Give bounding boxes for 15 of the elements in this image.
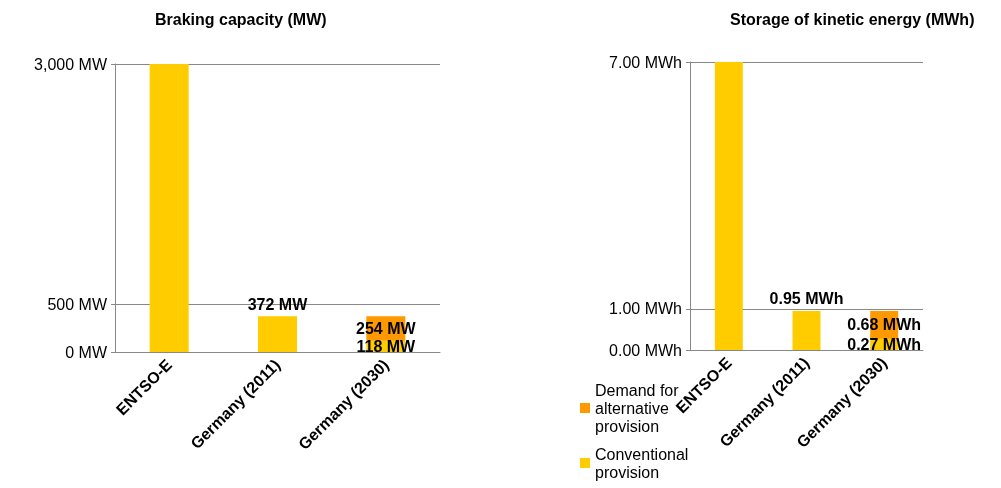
- data-label: 372 MW: [247, 295, 309, 313]
- y-tick-label: 0.00 MWh: [609, 341, 682, 359]
- y-tick-label: 500 MW: [47, 295, 108, 313]
- chart-title: Braking capacity (MW): [155, 10, 327, 28]
- legend-label: Conventional provision: [595, 445, 693, 481]
- y-tick-label: 7.00 MWh: [609, 53, 682, 71]
- y-tick-label: 3,000 MW: [34, 55, 108, 73]
- y-tick-label: 1.00 MWh: [609, 300, 682, 318]
- bar: [258, 316, 297, 352]
- y-tick-label: 0 MW: [65, 343, 108, 361]
- data-label: 0.95 MWh: [769, 290, 844, 308]
- bar: [792, 310, 821, 350]
- bar: [149, 64, 189, 352]
- bar: [714, 62, 743, 350]
- chart-title: Storage of kinetic energy (MWh): [730, 10, 975, 28]
